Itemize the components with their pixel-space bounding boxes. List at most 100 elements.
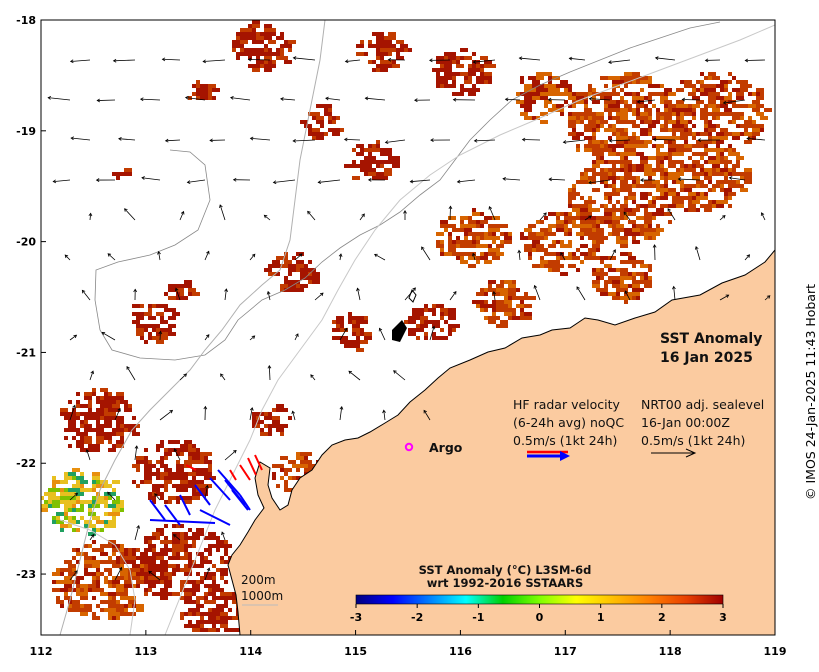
sst-cell: [260, 428, 264, 432]
velocity-arrow-head: [504, 97, 509, 102]
sst-cell: [560, 244, 568, 248]
x-tick-label: 118: [659, 645, 682, 658]
sst-cell: [212, 588, 216, 592]
sst-cell: [616, 176, 620, 180]
sst-cell: [608, 76, 616, 80]
velocity-arrow-head: [157, 250, 161, 255]
sst-cell: [284, 260, 292, 264]
sst-cell: [620, 268, 628, 272]
sst-cell: [680, 204, 684, 208]
sst-cell: [656, 188, 660, 192]
hf-radar-arrow: [149, 519, 216, 524]
sst-cell: [148, 584, 152, 588]
sst-cell: [120, 568, 128, 572]
sst-cell: [620, 152, 628, 156]
sst-cell: [760, 128, 764, 132]
sst-cell: [352, 160, 356, 164]
velocity-arrow: [472, 253, 476, 261]
sst-cell: [364, 336, 372, 340]
velocity-arrow: [294, 253, 303, 261]
sst-cell: [568, 196, 576, 200]
sst-cell: [688, 92, 692, 96]
sst-cell: [412, 316, 420, 320]
sst-cell: [620, 204, 624, 208]
velocity-arrow: [293, 57, 316, 61]
sst-cell: [684, 84, 688, 88]
sst-cell: [116, 556, 120, 560]
sst-cell: [716, 140, 724, 144]
sst-cell: [724, 188, 732, 192]
sst-cell: [224, 604, 228, 608]
sst-cell: [52, 484, 56, 488]
velocity-arrow-head: [421, 246, 425, 250]
sst-cell: [708, 148, 716, 152]
sst-cell: [232, 48, 236, 52]
sst-cell: [144, 468, 152, 472]
sst-cell: [576, 248, 580, 252]
sst-cell: [652, 104, 656, 108]
sst-cell: [736, 156, 744, 160]
sst-cell: [744, 172, 752, 176]
sst-cell: [348, 340, 356, 344]
sst-cell: [136, 460, 144, 464]
sst-cell: [268, 24, 272, 28]
sst-cell: [148, 588, 152, 592]
sst-cell: [160, 332, 168, 336]
colorbar-tick-label: 0: [536, 611, 544, 624]
sst-cell: [692, 96, 700, 100]
sst-cell: [460, 220, 464, 224]
sst-cell: [328, 116, 332, 120]
sst-cell: [136, 484, 140, 488]
sst-cell: [608, 100, 612, 104]
sst-cell: [684, 108, 692, 112]
sst-cell: [660, 128, 668, 132]
velocity-arrow: [623, 211, 631, 221]
velocity-arrow: [148, 570, 161, 581]
velocity-arrow-head: [47, 96, 52, 100]
sst-cell: [76, 476, 84, 480]
sst-cell: [160, 464, 168, 468]
sst-cell: [72, 496, 76, 500]
sst-cell: [640, 132, 644, 136]
credit-text: © IMOS 24-Jan-2025 11:43 Hobart: [803, 283, 818, 500]
sst-cell: [144, 328, 148, 332]
velocity-arrow: [267, 291, 271, 301]
sst-cell: [260, 60, 264, 64]
sst-cell: [760, 116, 768, 120]
sst-cell: [340, 328, 348, 332]
sst-cell: [120, 172, 128, 176]
sst-cell: [368, 172, 376, 176]
sst-cell: [120, 432, 124, 436]
sst-cell: [708, 100, 716, 104]
sst-cell: [92, 616, 96, 620]
sst-cell: [224, 580, 228, 584]
velocity-arrow: [682, 99, 701, 101]
sst-cell: [108, 400, 116, 404]
sst-cell: [596, 208, 600, 212]
depth-200-label: 200m: [241, 573, 276, 587]
sst-cell: [392, 164, 400, 168]
sst-cell: [192, 532, 200, 536]
sst-cell: [728, 184, 732, 188]
sst-cell: [180, 540, 188, 544]
velocity-arrow: [69, 570, 78, 581]
velocity-arrow-head: [172, 534, 177, 538]
sst-cell: [68, 424, 76, 428]
sst-cell: [304, 456, 308, 460]
sst-cell: [196, 588, 200, 592]
sst-cell: [668, 92, 676, 96]
sst-cell: [620, 276, 628, 280]
y-tick-label: -21: [16, 346, 36, 359]
velocity-arrow: [410, 179, 431, 183]
sst-cell: [272, 464, 276, 468]
sst-cell: [604, 220, 612, 224]
sst-cell: [612, 88, 616, 92]
sst-cell: [156, 448, 160, 452]
sst-cell: [476, 212, 480, 216]
sst-cell: [664, 96, 668, 100]
sst-cell: [424, 304, 428, 308]
colorbar-title-line2: wrt 1992-2016 SSTAARS: [426, 576, 584, 590]
velocity-arrow-head: [184, 95, 189, 100]
sst-cell: [404, 320, 408, 324]
sst-cell: [112, 408, 120, 412]
